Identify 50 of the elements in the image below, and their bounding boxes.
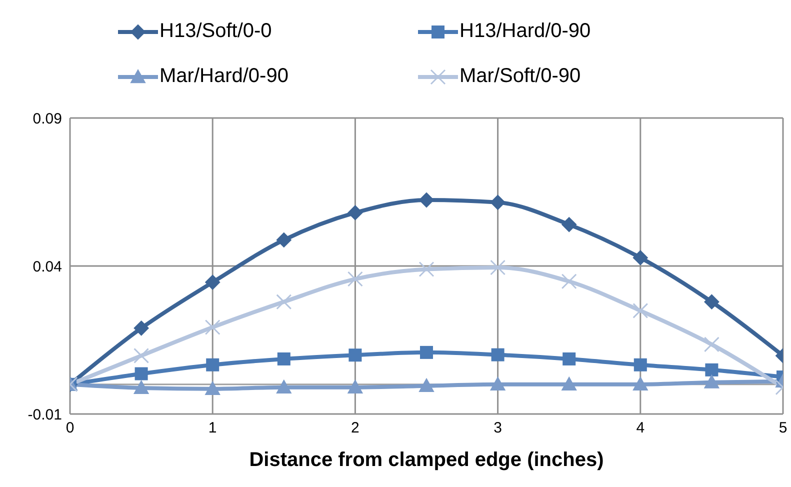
point [134, 320, 149, 336]
point [134, 367, 148, 380]
point [205, 274, 220, 290]
y-tick-label: 0.04 [32, 258, 62, 276]
point [490, 260, 506, 276]
point [420, 346, 433, 359]
point [348, 380, 363, 394]
point [634, 358, 647, 372]
point [562, 217, 577, 232]
x-tick-label: 4 [636, 420, 645, 437]
y-tick-label: -0.01 [28, 406, 62, 424]
point [562, 352, 576, 366]
point [561, 274, 577, 290]
x-tick-label: 0 [66, 420, 74, 437]
point [419, 192, 434, 208]
x-tick-label: 3 [494, 420, 502, 437]
legend-label: Mar/Hard/0-90 [160, 65, 288, 88]
point [490, 194, 506, 210]
y-tick-label: 0.09 [32, 110, 62, 128]
point [276, 232, 292, 248]
point [562, 376, 577, 390]
point [206, 358, 220, 372]
point [419, 378, 434, 392]
point [632, 376, 648, 390]
point [348, 205, 363, 220]
point [276, 380, 292, 394]
point [348, 348, 362, 362]
point [134, 348, 150, 364]
point [704, 374, 720, 388]
x-axis-title: Distance from clamped edge (inches) [249, 449, 604, 471]
legend-label: H13/Hard/0-90 [460, 20, 591, 43]
point [491, 348, 504, 362]
point [418, 262, 434, 278]
point [632, 302, 648, 318]
x-tick-label: 1 [208, 420, 217, 437]
point [490, 376, 506, 390]
point [704, 294, 720, 310]
x-tick-label: 5 [778, 420, 788, 437]
legend-label: H13/Soft/0-0 [160, 20, 272, 43]
legend-label: Mar/Soft/0-90 [460, 65, 581, 88]
point [704, 336, 720, 352]
point [205, 381, 220, 395]
point [134, 380, 149, 394]
x-tick-label: 2 [351, 420, 360, 437]
point [204, 320, 220, 336]
point [347, 271, 363, 287]
point [632, 250, 648, 266]
point [705, 363, 718, 376]
point [277, 352, 290, 366]
point [276, 294, 292, 310]
